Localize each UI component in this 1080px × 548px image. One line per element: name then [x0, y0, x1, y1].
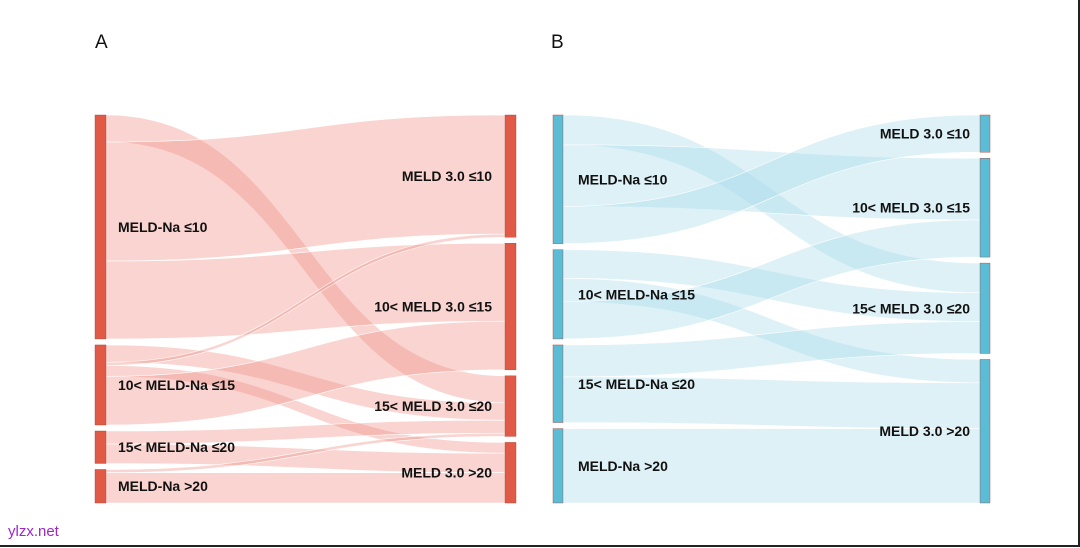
left-node-label: 15< MELD-Na ≤20: [578, 376, 695, 392]
right-node-label: 10< MELD 3.0 ≤15: [852, 200, 970, 216]
left-node: [552, 344, 564, 423]
right-node-label: MELD 3.0 ≤10: [402, 168, 492, 184]
links: [562, 114, 981, 504]
left-node: [552, 249, 564, 340]
left-node: [552, 114, 564, 244]
right-node: [979, 359, 991, 504]
left-node-label: MELD-Na ≤10: [118, 219, 208, 235]
sankey-panel-b: MELD-Na ≤10 10< MELD-Na ≤15 15< MELD-Na ≤2…: [552, 114, 991, 504]
right-node-label: MELD 3.0 ≤10: [880, 126, 970, 142]
links: [105, 114, 506, 504]
left-node: [552, 428, 564, 504]
nodes: MELD-Na ≤10 10< MELD-Na ≤15 15< MELD-Na ≤2…: [552, 114, 991, 504]
right-node: [979, 114, 991, 153]
right-node: [504, 114, 517, 238]
right-node-label: 10< MELD 3.0 ≤15: [374, 299, 492, 315]
left-node: [94, 430, 107, 464]
right-node: [504, 442, 517, 504]
right-node: [979, 158, 991, 258]
left-node: [94, 344, 107, 426]
right-node-label: 15< MELD 3.0 ≤20: [374, 398, 492, 414]
left-node-label: MELD-Na >20: [578, 458, 668, 474]
watermark: ylzx.net: [8, 523, 59, 540]
left-node-label: MELD-Na ≤10: [578, 171, 668, 187]
left-node-label: 10< MELD-Na ≤15: [118, 377, 235, 393]
left-node-label: 10< MELD-Na ≤15: [578, 286, 695, 302]
left-node-label: MELD-Na >20: [118, 478, 208, 494]
left-node-label: 15< MELD-Na ≤20: [118, 439, 235, 455]
right-node-label: 15< MELD 3.0 ≤20: [852, 300, 970, 316]
right-node: [504, 375, 517, 437]
sankey-panel-a: MELD-Na ≤10 10< MELD-Na ≤15 15< MELD-Na ≤2…: [94, 114, 517, 504]
right-node-label: MELD 3.0 >20: [401, 465, 492, 481]
right-node-label: MELD 3.0 >20: [879, 423, 970, 439]
left-node: [94, 114, 107, 340]
left-node: [94, 469, 107, 504]
nodes: MELD-Na ≤10 10< MELD-Na ≤15 15< MELD-Na ≤2…: [94, 114, 517, 504]
panel-b-letter: B: [551, 32, 564, 53]
right-node: [504, 243, 517, 371]
right-node: [979, 262, 991, 354]
panel-a-letter: A: [95, 32, 108, 53]
